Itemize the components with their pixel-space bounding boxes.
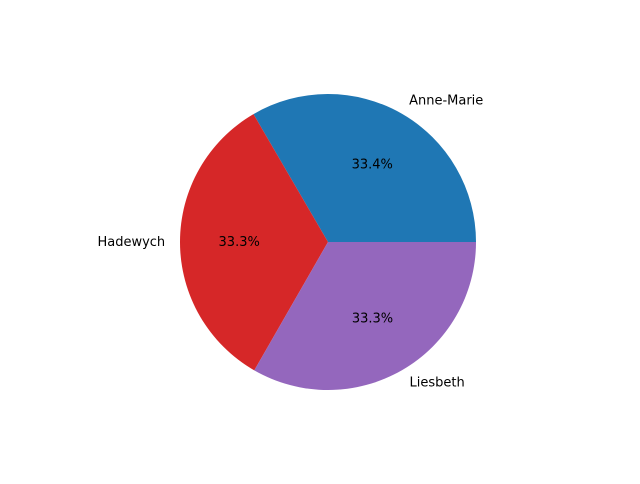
- pie-slices: [179, 93, 476, 391]
- slice-label: Hadewych: [97, 235, 165, 250]
- slice-percent-label: 33.3%: [352, 311, 393, 326]
- pie-labels: Anne-Marie 33.4% Hadewych 33.3% Liesbeth 33.3…: [97, 93, 483, 390]
- slice-label: Anne-Marie: [409, 93, 483, 108]
- pie-slice-hadewych: [179, 114, 328, 371]
- slice-percent-label: 33.3%: [219, 235, 260, 250]
- pie-slice-liesbeth: [254, 242, 476, 391]
- slice-label: Liesbeth: [410, 375, 465, 390]
- slice-percent-label: 33.4%: [352, 158, 393, 173]
- pie-slice-anne-marie: [253, 93, 476, 243]
